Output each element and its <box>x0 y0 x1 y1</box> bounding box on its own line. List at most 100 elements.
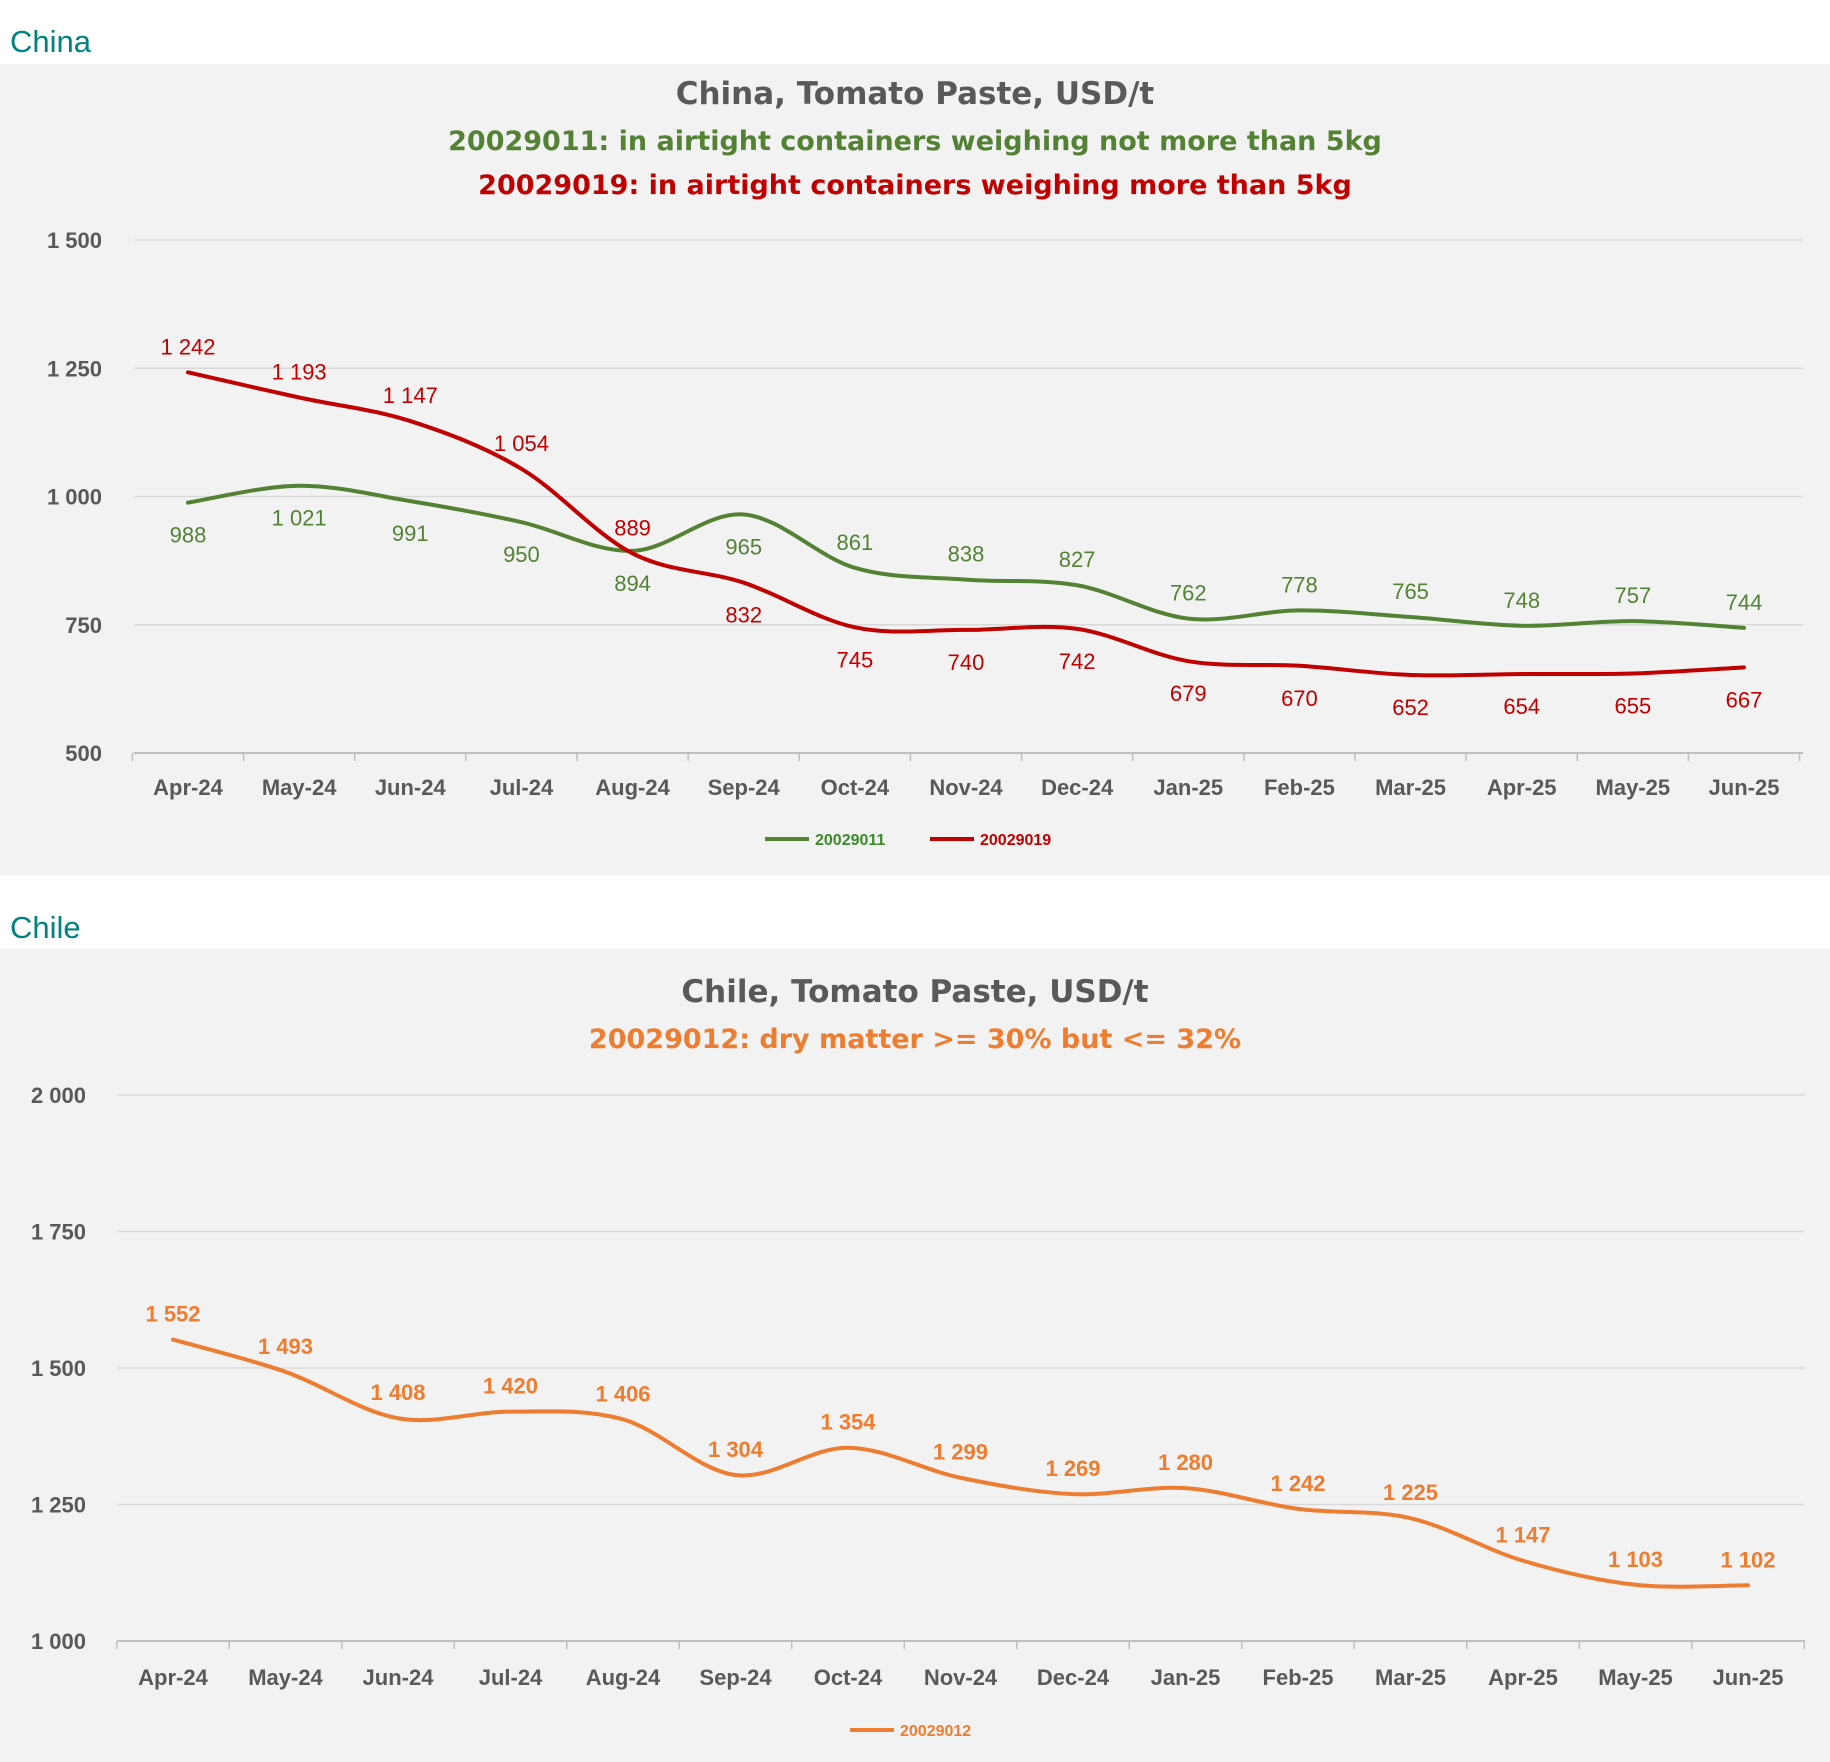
x-tick-label: Jul-24 <box>479 1665 543 1690</box>
data-label: 965 <box>725 534 762 559</box>
data-label: 778 <box>1281 572 1318 597</box>
x-tick-label: Oct-24 <box>814 1665 883 1690</box>
x-tick-label: Dec-24 <box>1037 1665 1110 1690</box>
data-label: 838 <box>948 542 985 567</box>
x-tick-label: May-25 <box>1596 775 1671 800</box>
data-label: 740 <box>948 650 985 675</box>
chart-title: Chile, Tomato Paste, USD/t <box>681 974 1148 1010</box>
y-tick-label: 1 000 <box>31 1629 86 1654</box>
x-tick-label: Jun-24 <box>375 775 447 800</box>
data-label: 1 354 <box>820 1410 876 1435</box>
chart-subtitle: 20029012: dry matter >= 30% but <= 32% <box>589 1024 1241 1055</box>
data-label: 742 <box>1059 649 1096 674</box>
x-tick-label: Apr-25 <box>1487 775 1557 800</box>
series-line-20029012 <box>171 1337 1750 1589</box>
x-tick-label: Aug-24 <box>595 775 670 800</box>
x-tick-label: Jan-25 <box>1153 775 1223 800</box>
data-label: 1 408 <box>370 1380 425 1405</box>
section-label-china: China <box>10 24 91 59</box>
x-tick-label: Aug-24 <box>586 1665 661 1690</box>
x-tick-label: Apr-24 <box>153 775 223 800</box>
data-label: 1 147 <box>383 383 438 408</box>
data-label: 679 <box>1170 681 1207 706</box>
data-label: 762 <box>1170 581 1207 606</box>
data-label: 1 552 <box>145 1302 200 1327</box>
data-label: 654 <box>1503 694 1540 719</box>
data-label: 1 102 <box>1720 1547 1775 1572</box>
data-label: 827 <box>1059 547 1096 572</box>
china-chart-panel <box>0 64 1830 875</box>
x-tick-label: Apr-25 <box>1488 1665 1558 1690</box>
data-label: 861 <box>836 530 873 555</box>
data-label: 950 <box>503 542 540 567</box>
data-label: 1 304 <box>708 1437 764 1462</box>
data-label: 1 493 <box>258 1334 313 1359</box>
data-label: 889 <box>614 515 651 540</box>
y-tick-label: 1 000 <box>47 485 102 510</box>
y-tick-label: 1 750 <box>31 1220 86 1245</box>
data-label: 1 242 <box>160 334 215 359</box>
x-tick-label: Oct-24 <box>821 775 890 800</box>
data-label: 667 <box>1726 687 1763 712</box>
x-tick-label: Feb-25 <box>1263 1665 1334 1690</box>
y-tick-label: 2 000 <box>31 1083 86 1108</box>
data-label: 1 420 <box>483 1374 538 1399</box>
section-label-chile: Chile <box>10 910 81 945</box>
chart-title: China, Tomato Paste, USD/t <box>676 76 1155 112</box>
x-tick-label: May-24 <box>248 1665 323 1690</box>
data-label: 765 <box>1392 579 1429 604</box>
data-label: 988 <box>170 523 207 548</box>
y-tick-label: 1 500 <box>31 1356 86 1381</box>
data-label: 832 <box>725 603 762 628</box>
x-tick-label: Jul-24 <box>490 775 554 800</box>
series-line-20029011 <box>186 483 1746 630</box>
x-tick-label: Jan-25 <box>1151 1665 1221 1690</box>
data-label: 1 021 <box>272 506 327 531</box>
chart-subtitle: 20029019: in airtight containers weighin… <box>478 170 1352 201</box>
y-tick-label: 1 500 <box>47 228 102 253</box>
data-label: 744 <box>1726 590 1763 615</box>
legend-label: 20029012 <box>900 1723 971 1740</box>
series-line-20029019 <box>186 370 1746 678</box>
x-tick-label: May-25 <box>1598 1665 1673 1690</box>
data-label: 1 269 <box>1045 1456 1100 1481</box>
x-tick-label: Nov-24 <box>924 1665 998 1690</box>
y-tick-label: 750 <box>65 613 102 638</box>
y-tick-label: 1 250 <box>31 1493 86 1518</box>
data-label: 1 054 <box>494 431 549 456</box>
y-tick-label: 1 250 <box>47 356 102 381</box>
y-tick-label: 500 <box>65 741 102 766</box>
data-label: 1 147 <box>1495 1523 1550 1548</box>
data-label: 991 <box>392 521 429 546</box>
data-label: 757 <box>1614 583 1651 608</box>
chile-chart-panel <box>0 949 1830 1762</box>
data-label: 1 280 <box>1158 1450 1213 1475</box>
data-label: 745 <box>836 647 873 672</box>
data-label: 1 242 <box>1270 1471 1325 1496</box>
data-label: 670 <box>1281 686 1318 711</box>
x-tick-label: Feb-25 <box>1264 775 1335 800</box>
data-label: 655 <box>1614 693 1651 718</box>
x-tick-label: Apr-24 <box>138 1665 208 1690</box>
x-tick-label: Dec-24 <box>1041 775 1114 800</box>
data-label: 1 103 <box>1608 1547 1663 1572</box>
x-tick-label: Mar-25 <box>1375 775 1446 800</box>
x-tick-label: Jun-24 <box>363 1665 435 1690</box>
data-label: 1 193 <box>272 359 327 384</box>
data-label: 1 406 <box>595 1381 650 1406</box>
x-tick-label: Nov-24 <box>929 775 1003 800</box>
x-tick-label: Jun-25 <box>1709 775 1780 800</box>
x-tick-label: Mar-25 <box>1375 1665 1446 1690</box>
x-tick-label: May-24 <box>262 775 337 800</box>
data-label: 1 299 <box>933 1440 988 1465</box>
legend-label: 20029011 <box>815 832 885 849</box>
legend-label: 20029019 <box>980 832 1051 849</box>
x-tick-label: Sep-24 <box>699 1665 772 1690</box>
data-label: 1 225 <box>1383 1480 1438 1505</box>
data-label: 894 <box>614 571 651 596</box>
chart-subtitle: 20029011: in airtight containers weighin… <box>448 126 1382 157</box>
data-label: 652 <box>1392 695 1429 720</box>
data-label: 748 <box>1503 588 1540 613</box>
x-tick-label: Jun-25 <box>1713 1665 1784 1690</box>
